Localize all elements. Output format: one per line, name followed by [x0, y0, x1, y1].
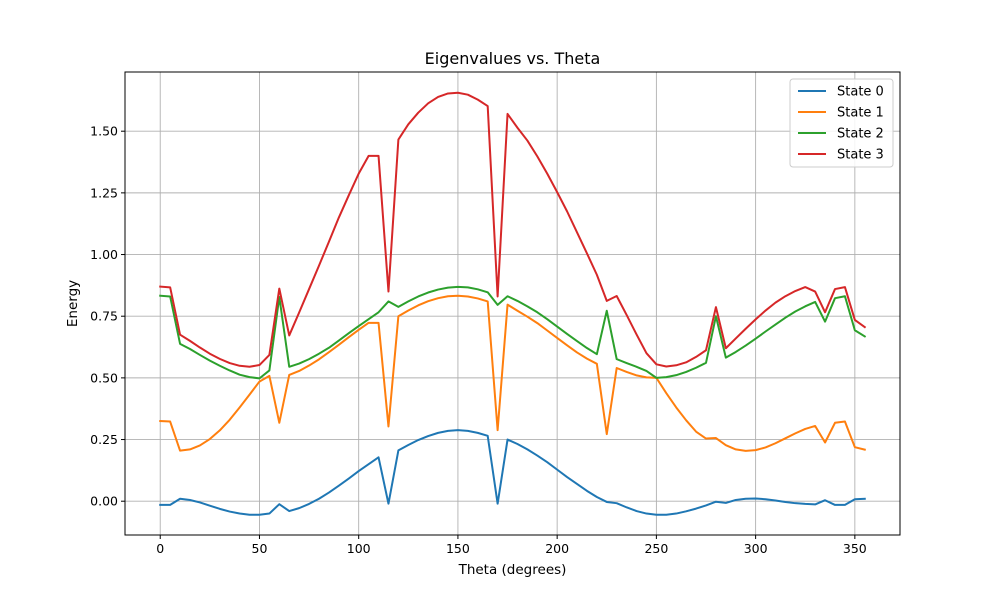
y-axis-ticks: 0.00 0.25 0.50 0.75 1.00 1.25 1.50	[90, 124, 125, 509]
x-axis-label: Theta (degrees)	[458, 562, 567, 578]
chart-title: Eigenvalues vs. Theta	[425, 49, 601, 68]
x-tick-label: 350	[843, 541, 867, 556]
series-line-state-2	[159, 285, 867, 380]
x-tick-label: 300	[744, 541, 768, 556]
series-line-state-0	[159, 429, 866, 516]
x-tick-label: 100	[347, 541, 371, 556]
y-tick-label: 1.00	[90, 247, 118, 262]
legend-label-state-3: State 3	[837, 148, 884, 163]
x-axis-ticks: 0 50 100 150 200 250 300 350	[156, 535, 867, 556]
y-tick-label: 0.50	[90, 370, 118, 385]
series-line-state-1	[159, 294, 866, 452]
legend-label-state-0: State 0	[837, 85, 884, 100]
legend-label-state-2: State 2	[837, 127, 884, 142]
x-tick-label: 200	[545, 541, 569, 556]
y-tick-label: 0.25	[90, 432, 118, 447]
legend: State 0 State 1 State 2 State 3	[789, 78, 894, 168]
series-line-state-3	[159, 91, 867, 368]
y-tick-label: 0.00	[90, 494, 118, 509]
y-tick-label: 1.50	[90, 124, 118, 139]
plot-frame	[124, 71, 901, 536]
legend-label-state-1: State 1	[837, 106, 884, 121]
x-tick-label: 50	[252, 541, 268, 556]
y-tick-label: 1.25	[90, 185, 118, 200]
series-layer	[159, 91, 867, 516]
x-tick-label: 250	[644, 541, 668, 556]
x-tick-label: 0	[156, 541, 164, 556]
x-tick-label: 150	[446, 541, 470, 556]
y-axis-label: Energy	[65, 280, 81, 327]
y-tick-label: 0.75	[90, 309, 118, 324]
legend-frame	[789, 78, 894, 168]
plot-area	[125, 72, 900, 535]
